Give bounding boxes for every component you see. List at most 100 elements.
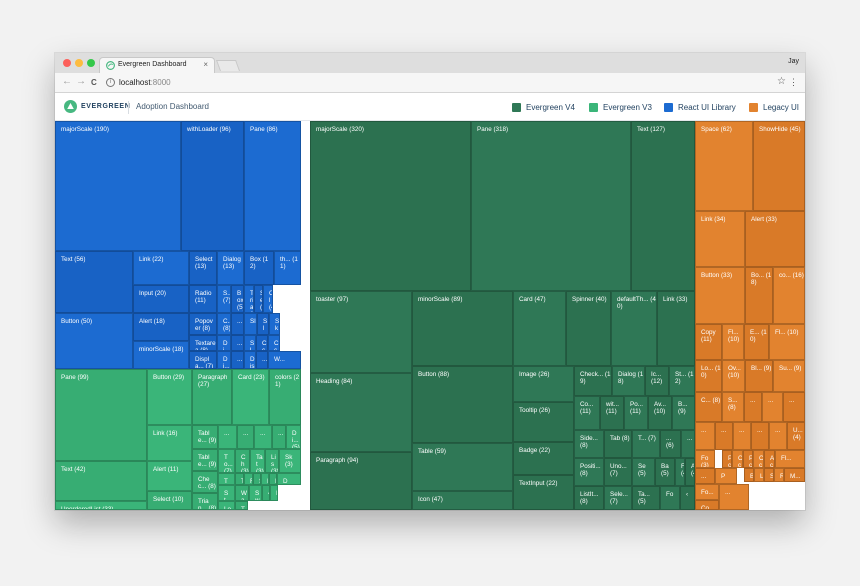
treemap-cell[interactable]: Lo... (10) bbox=[695, 360, 722, 392]
treemap-cell[interactable]: Se (5) bbox=[632, 458, 655, 486]
treemap-cell[interactable]: ... bbox=[254, 425, 272, 449]
treemap-cell[interactable]: ... bbox=[256, 351, 268, 369]
treemap-cell[interactable]: S... (8) bbox=[722, 392, 744, 422]
treemap-cell[interactable]: Lo bbox=[218, 501, 235, 510]
treemap-cell[interactable]: Fl... (10) bbox=[722, 324, 744, 360]
treemap-cell[interactable]: R bbox=[244, 473, 253, 485]
treemap-cell[interactable]: A (4) bbox=[685, 458, 695, 486]
treemap-cell[interactable]: Dis bbox=[244, 351, 256, 369]
treemap-cell[interactable]: ... bbox=[695, 468, 715, 484]
treemap-cell[interactable]: Fl... (10) bbox=[769, 324, 805, 360]
treemap-cell[interactable]: Cc (3) bbox=[732, 450, 743, 468]
treemap-cell[interactable]: Di... bbox=[217, 351, 231, 369]
treemap-cell[interactable]: UnorderedList (33) bbox=[55, 501, 147, 510]
treemap-cell[interactable]: Card (47) bbox=[513, 291, 566, 366]
treemap-cell[interactable]: Sk (3) bbox=[279, 449, 301, 473]
treemap-cell[interactable]: Table (59) bbox=[412, 443, 513, 491]
treemap-cell[interactable]: Di... (8) bbox=[217, 335, 231, 351]
treemap-cell[interactable]: Popover (8) bbox=[189, 313, 217, 335]
treemap-cell[interactable]: S bbox=[764, 468, 774, 482]
treemap-cell[interactable]: Text (56) bbox=[55, 251, 133, 313]
treemap-cell[interactable]: Ov... (10) bbox=[722, 360, 745, 392]
treemap-cell[interactable]: Icon (47) bbox=[412, 491, 513, 510]
treemap-cell[interactable]: TextInput (22) bbox=[513, 475, 574, 510]
treemap-cell[interactable]: Fo bbox=[660, 486, 680, 510]
treemap-cell[interactable]: R bbox=[774, 468, 784, 482]
treemap-cell[interactable]: St... (12) bbox=[669, 366, 695, 396]
treemap-cell[interactable]: Ic bbox=[269, 473, 277, 485]
treemap-cell[interactable]: Text (42) bbox=[55, 461, 147, 501]
forward-arrow-icon[interactable]: → bbox=[76, 76, 86, 87]
treemap-cell[interactable]: Cc bbox=[256, 335, 268, 351]
treemap-cell[interactable]: Link (33) bbox=[657, 291, 695, 366]
treemap-cell[interactable]: Input (20) bbox=[133, 285, 189, 313]
treemap-cell[interactable]: Button (33) bbox=[695, 267, 745, 324]
bookmark-star-icon[interactable]: ☆ bbox=[777, 76, 786, 87]
treemap-cell[interactable]: Alert (33) bbox=[745, 211, 805, 267]
treemap-cell[interactable]: withLoader (96) bbox=[181, 121, 244, 251]
back-arrow-icon[interactable]: ← bbox=[62, 76, 72, 87]
treemap-cell[interactable]: Ta... (5) bbox=[632, 486, 660, 510]
treemap-cell[interactable]: Space (62) bbox=[695, 121, 753, 211]
profile-name[interactable]: Jay bbox=[788, 58, 799, 65]
treemap-cell[interactable]: ... bbox=[751, 422, 769, 450]
treemap-cell[interactable]: B bbox=[744, 468, 754, 482]
treemap-cell[interactable]: Pane (99) bbox=[55, 369, 147, 461]
treemap-cell[interactable]: Textarea (8) bbox=[189, 335, 217, 351]
treemap-cell[interactable]: Pane (318) bbox=[471, 121, 631, 291]
treemap-cell[interactable]: T... (7) bbox=[632, 430, 660, 458]
treemap-cell[interactable]: Trian... (8) bbox=[192, 493, 218, 510]
treemap-cell[interactable]: Dialog (18) bbox=[612, 366, 645, 396]
treemap-cell[interactable]: ... bbox=[231, 335, 244, 351]
treemap-cell[interactable]: Tooltip (26) bbox=[513, 402, 574, 442]
treemap-cell[interactable]: F (4) bbox=[675, 458, 685, 486]
close-window-button[interactable] bbox=[63, 59, 71, 67]
treemap-cell[interactable]: To... (7) bbox=[218, 449, 235, 473]
treemap-cell[interactable]: Fo (3) bbox=[695, 450, 715, 468]
treemap-cell[interactable]: D bbox=[277, 473, 301, 485]
treemap-cell[interactable]: E... (10) bbox=[744, 324, 769, 360]
treemap-cell[interactable]: Cc bbox=[268, 335, 280, 351]
treemap-cell[interactable]: W... bbox=[268, 351, 301, 369]
treemap-cell[interactable]: colors (21) bbox=[269, 369, 301, 425]
treemap-cell[interactable]: Link (16) bbox=[147, 425, 192, 461]
treemap-cell[interactable]: Spinner (40) bbox=[566, 291, 611, 366]
treemap-cell[interactable]: Sl bbox=[257, 313, 269, 335]
treemap-cell[interactable]: Po... (11) bbox=[624, 396, 648, 430]
treemap-cell[interactable]: Ac (3) bbox=[764, 450, 775, 468]
treemap-cell[interactable]: Link (22) bbox=[133, 251, 189, 285]
treemap-cell[interactable]: Bl... (9) bbox=[745, 360, 773, 392]
treemap-cell[interactable]: Pc (3) bbox=[722, 450, 732, 468]
treemap-cell[interactable]: Sl bbox=[244, 313, 257, 335]
treemap-cell[interactable]: majorScale (320) bbox=[310, 121, 471, 291]
treemap-cell[interactable]: Sw bbox=[249, 485, 262, 501]
treemap-cell[interactable]: Chec... (8) bbox=[192, 471, 218, 493]
treemap-cell[interactable]: Pane (86) bbox=[244, 121, 301, 251]
treemap-cell[interactable]: Cl (4) bbox=[263, 285, 273, 313]
treemap-cell[interactable]: Di... (5) bbox=[286, 425, 301, 449]
treemap-cell[interactable]: ... bbox=[231, 351, 244, 369]
treemap-cell[interactable]: ... bbox=[218, 425, 237, 449]
treemap-cell[interactable]: Paragraph (27) bbox=[192, 369, 232, 425]
treemap-cell[interactable]: Fl... bbox=[775, 450, 805, 468]
treemap-cell[interactable]: Co... (11) bbox=[574, 396, 600, 430]
treemap-cell[interactable]: Table... (9) bbox=[192, 449, 218, 471]
treemap-cell[interactable]: Button (88) bbox=[412, 366, 513, 443]
treemap-cell[interactable]: M... bbox=[784, 468, 805, 482]
treemap-cell[interactable]: Check... (19) bbox=[574, 366, 612, 396]
treemap-cell[interactable]: B... (9) bbox=[672, 396, 695, 430]
treemap-cell[interactable]: L bbox=[754, 468, 764, 482]
treemap-cell[interactable]: U... (4) bbox=[787, 422, 805, 450]
treemap-cell[interactable]: ... bbox=[695, 422, 715, 450]
treemap-cell[interactable]: Displa... (7) bbox=[189, 351, 217, 369]
treemap-cell[interactable]: Pc (3) bbox=[743, 450, 753, 468]
treemap-cell[interactable]: ... bbox=[733, 422, 751, 450]
treemap-cell[interactable]: S bbox=[253, 473, 261, 485]
treemap-cell[interactable]: toaster (97) bbox=[310, 291, 412, 373]
treemap-cell[interactable]: minorScale (18) bbox=[133, 341, 189, 369]
treemap-cell[interactable]: C... (8) bbox=[695, 392, 722, 422]
treemap-cell[interactable]: Ba (5) bbox=[655, 458, 675, 486]
treemap-cell[interactable]: ... bbox=[783, 392, 805, 422]
treemap-cell[interactable]: Radio (11) bbox=[189, 285, 217, 313]
treemap-cell[interactable]: wit... (11) bbox=[600, 396, 624, 430]
